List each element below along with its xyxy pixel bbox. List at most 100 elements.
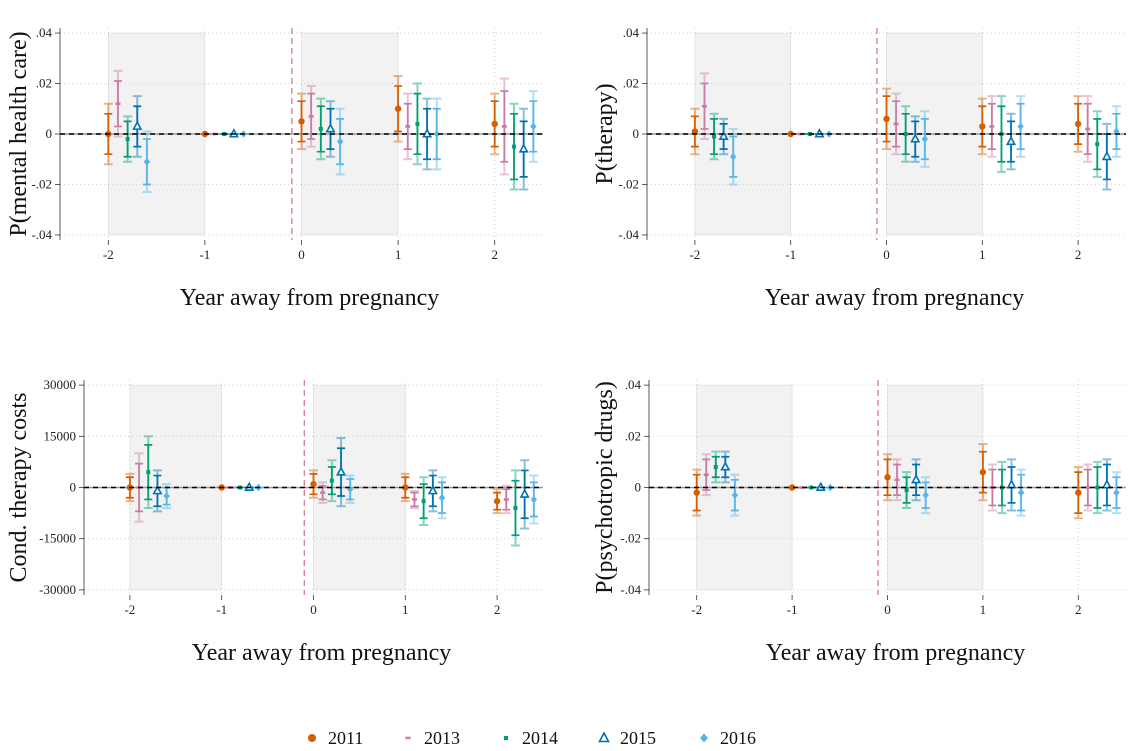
point xyxy=(989,125,995,128)
point xyxy=(336,137,344,146)
legend-marker xyxy=(700,733,708,743)
y-tick-label: .02 xyxy=(625,428,641,443)
point xyxy=(693,489,700,496)
x-tick-label: -1 xyxy=(199,247,210,262)
point xyxy=(433,130,440,138)
point xyxy=(712,134,717,139)
point xyxy=(163,492,170,500)
point xyxy=(788,484,796,491)
point xyxy=(720,461,731,471)
y-tick-label: -.02 xyxy=(618,176,639,191)
x-tick-label: -2 xyxy=(124,602,135,617)
point xyxy=(421,499,426,504)
point xyxy=(1074,120,1082,128)
y-axis-label: P(therapy) xyxy=(592,83,618,184)
point xyxy=(910,133,921,143)
point xyxy=(513,505,518,510)
point xyxy=(1085,486,1091,489)
point xyxy=(152,485,163,495)
point xyxy=(244,481,255,491)
point xyxy=(132,120,143,130)
legend-marker xyxy=(598,731,610,743)
point xyxy=(518,143,529,153)
point xyxy=(1113,488,1120,497)
y-tick-label: .02 xyxy=(36,76,52,91)
legend-label: 2013 xyxy=(424,728,460,748)
point xyxy=(512,144,517,149)
x-tick-label: 1 xyxy=(979,247,986,262)
x-axis-label: Year away from pregnancy xyxy=(765,285,1024,311)
point xyxy=(422,128,433,138)
point xyxy=(493,497,501,505)
x-axis-label: Year away from pregnancy xyxy=(180,285,439,311)
point xyxy=(815,481,826,491)
point xyxy=(922,491,929,499)
legend-marker xyxy=(308,734,316,742)
y-tick-label: 0 xyxy=(633,126,640,141)
point xyxy=(329,478,334,483)
y-tick-label: -.04 xyxy=(618,227,639,242)
point xyxy=(438,494,446,502)
point xyxy=(1085,127,1091,131)
point xyxy=(730,153,737,161)
y-tick-label: -.04 xyxy=(31,227,52,242)
point xyxy=(298,118,305,125)
y-axis-label: P(mental health care) xyxy=(6,31,32,236)
point xyxy=(115,102,121,106)
x-axis-label: Year away from pregnancy xyxy=(192,640,451,666)
legend-label: 2016 xyxy=(720,728,756,748)
y-tick-label: .04 xyxy=(623,25,640,40)
point xyxy=(427,485,438,495)
point xyxy=(1075,489,1082,496)
point xyxy=(691,128,699,135)
point xyxy=(320,491,326,494)
point xyxy=(530,122,537,131)
y-tick-label: -15000 xyxy=(39,531,76,546)
point xyxy=(894,478,900,482)
x-tick-label: 2 xyxy=(491,247,498,262)
x-tick-label: -2 xyxy=(689,247,700,262)
point xyxy=(1095,485,1100,490)
point xyxy=(1017,488,1025,497)
point xyxy=(701,104,707,108)
y-tick-label: 0 xyxy=(46,126,53,141)
point xyxy=(884,474,891,481)
x-tick-label: 1 xyxy=(402,602,409,617)
point xyxy=(519,488,530,498)
point xyxy=(718,130,729,141)
x-tick-label: 2 xyxy=(1075,602,1082,617)
x-tick-label: 0 xyxy=(883,247,890,262)
point xyxy=(1006,479,1017,489)
point xyxy=(979,468,987,476)
y-tick-label: -.02 xyxy=(620,531,641,546)
point xyxy=(787,130,794,138)
y-tick-label: .04 xyxy=(625,377,642,392)
x-tick-label: -2 xyxy=(103,247,114,262)
point xyxy=(308,115,314,118)
point xyxy=(336,466,347,476)
x-tick-label: 1 xyxy=(395,247,402,262)
x-tick-label: -1 xyxy=(216,602,227,617)
point xyxy=(530,495,538,504)
point xyxy=(883,115,890,123)
point xyxy=(893,122,899,126)
point xyxy=(713,465,718,470)
legend-label: 2011 xyxy=(328,728,363,748)
x-tick-label: -1 xyxy=(785,247,796,262)
y-tick-label: 30000 xyxy=(44,377,77,392)
point xyxy=(394,105,402,112)
point xyxy=(503,498,509,501)
point xyxy=(904,488,909,493)
point xyxy=(979,123,986,130)
legend-marker xyxy=(504,736,508,740)
point xyxy=(125,137,130,142)
x-tick-label: -2 xyxy=(691,602,702,617)
point xyxy=(310,480,317,488)
x-axis-label: Year away from pregnancy xyxy=(766,640,1025,666)
point xyxy=(491,120,498,128)
y-tick-label: 15000 xyxy=(44,428,77,443)
y-axis-label: P(psychotropic drugs) xyxy=(592,381,618,594)
point xyxy=(903,132,908,136)
legend-marker xyxy=(405,736,411,740)
